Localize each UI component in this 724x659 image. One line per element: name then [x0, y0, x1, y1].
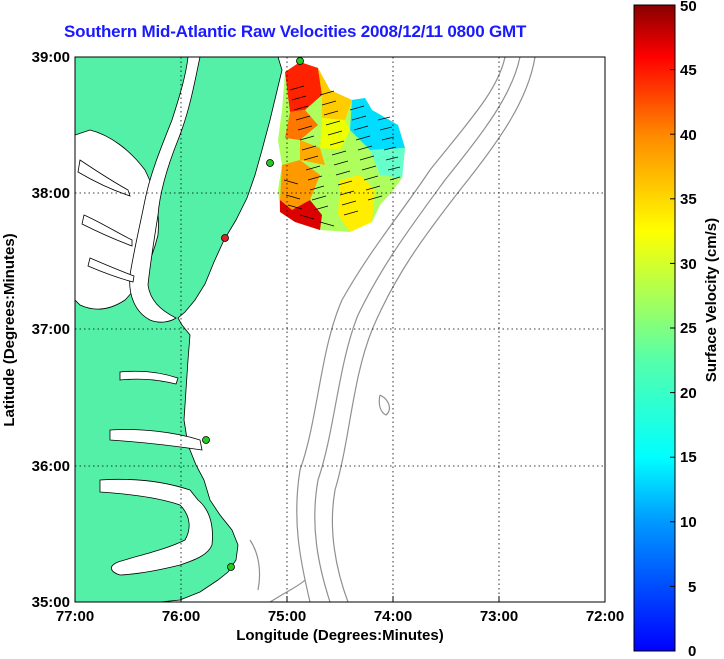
velocity-field [278, 62, 405, 232]
colorbar-tick-label: 40 [680, 127, 697, 144]
x-tick-label: 74:00 [374, 608, 412, 625]
x-tick-labels: 77:00 76:00 75:00 74:00 73:00 72:00 [56, 608, 624, 625]
y-tick-label: 35:00 [32, 594, 70, 611]
chesapeake-bay [77, 57, 213, 576]
station-marker [202, 436, 210, 444]
colorbar [633, 4, 676, 652]
colorbar-tick-labels: 50 45 40 35 30 25 20 15 10 5 0 [680, 0, 697, 659]
x-tick-label: 75:00 [268, 608, 306, 625]
y-tick-label: 36:00 [32, 458, 70, 475]
colorbar-tick-label: 10 [680, 514, 697, 531]
grid-lines [75, 57, 605, 602]
x-axis-label: Longitude (Degrees:Minutes) [236, 627, 444, 644]
plot-frame [74, 56, 606, 603]
x-tick-label: 76:00 [162, 608, 200, 625]
bathymetry-contours [249, 57, 536, 602]
y-axis-label: Latitude (Degrees:Minutes) [1, 233, 18, 426]
colorbar-tick-label: 5 [688, 579, 696, 596]
colorbar-tick-label: 35 [680, 191, 697, 208]
x-tick-label: 77:00 [56, 608, 94, 625]
colorbar-tick-marks [670, 4, 675, 652]
x-tick-marks [74, 596, 606, 602]
colorbar-tick-label: 30 [680, 256, 697, 273]
y-tick-labels: 39:00 38:00 37:00 36:00 35:00 [32, 49, 70, 611]
colorbar-tick-label: 25 [680, 320, 697, 337]
y-tick-label: 39:00 [32, 49, 70, 66]
y-tick-label: 38:00 [32, 185, 70, 202]
x-tick-label: 73:00 [480, 608, 518, 625]
station-marker [296, 57, 304, 65]
colorbar-tick-label: 0 [688, 643, 696, 659]
map-title: Southern Mid-Atlantic Raw Velocities 200… [64, 22, 527, 41]
x-tick-label: 72:00 [586, 608, 624, 625]
y-tick-label: 37:00 [32, 321, 70, 338]
station-marker [221, 234, 229, 242]
land [75, 57, 283, 602]
station-marker [227, 563, 235, 571]
radar-stations [202, 57, 304, 571]
colorbar-tick-label: 20 [680, 385, 697, 402]
colorbar-tick-label: 15 [680, 449, 697, 466]
station-marker [266, 159, 274, 167]
colorbar-tick-label: 45 [680, 62, 697, 79]
colorbar-tick-label: 50 [680, 0, 697, 15]
colorbar-label: Surface Velocity (cm/s) [703, 218, 720, 382]
